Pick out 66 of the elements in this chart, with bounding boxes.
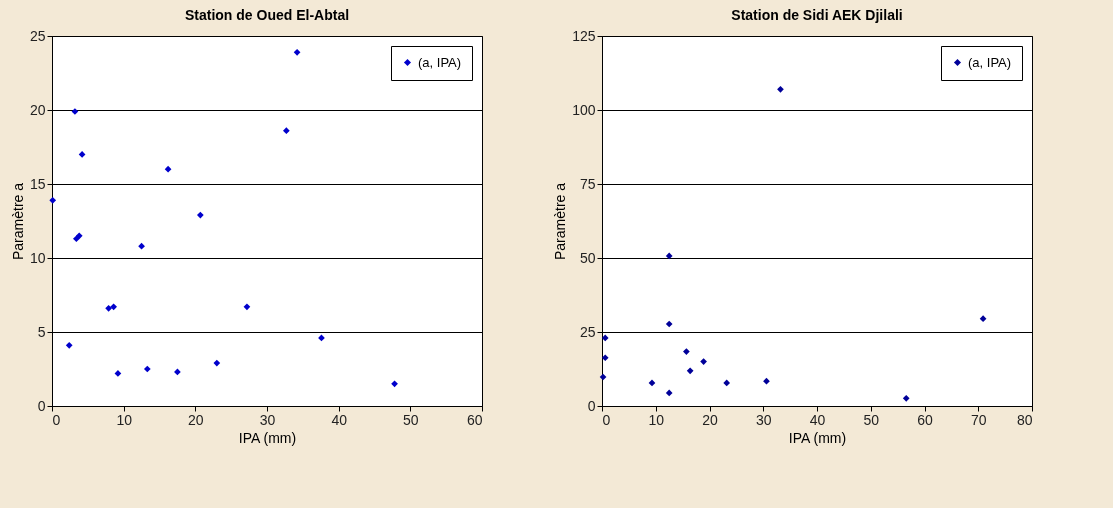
x-tick-label: 10 bbox=[116, 411, 133, 428]
x-tick-label: 50 bbox=[863, 411, 880, 428]
y-tick-label: 100 bbox=[572, 101, 596, 118]
x-tick-label: 40 bbox=[809, 411, 826, 428]
y-tick-label: 0 bbox=[587, 397, 596, 414]
point bbox=[601, 354, 609, 362]
x-tick-label: 60 bbox=[917, 411, 933, 428]
y-tick-label: 10 bbox=[29, 249, 46, 266]
y-axis-title: Paramètre a bbox=[552, 182, 569, 261]
point bbox=[78, 151, 86, 158]
point bbox=[777, 85, 784, 93]
point bbox=[75, 232, 83, 240]
legend-label: (a, IPA) bbox=[418, 54, 462, 70]
x-tick-label: 70 bbox=[970, 411, 987, 428]
point bbox=[665, 252, 673, 260]
y-tick-label: 25 bbox=[579, 323, 596, 340]
point bbox=[243, 303, 251, 311]
x-axis-title: IPA (mm) bbox=[788, 429, 847, 446]
point bbox=[683, 348, 690, 355]
y-axis-title: Paramètre a bbox=[9, 182, 26, 261]
legend-label: (a, IPA) bbox=[968, 54, 1012, 70]
y-tick-label: 50 bbox=[579, 249, 596, 266]
point bbox=[293, 48, 301, 56]
y-tick-label: 20 bbox=[29, 101, 46, 118]
x-tick-label: 0 bbox=[52, 411, 61, 428]
point bbox=[65, 341, 73, 349]
point bbox=[164, 165, 172, 173]
point bbox=[110, 303, 117, 311]
x-axis-title: IPA (mm) bbox=[238, 429, 297, 446]
chart-title: Station de Oued El-Abtal bbox=[184, 7, 350, 23]
point bbox=[686, 367, 694, 375]
y-tick-label: 5 bbox=[37, 323, 46, 340]
point bbox=[665, 320, 673, 328]
x-tick-label: 50 bbox=[403, 411, 419, 428]
point bbox=[601, 334, 609, 342]
x-tick-label: 30 bbox=[755, 411, 772, 428]
y-tick-label: 15 bbox=[29, 175, 46, 192]
point bbox=[700, 358, 707, 365]
point bbox=[213, 359, 221, 367]
x-tick-label: 20 bbox=[188, 411, 204, 428]
point bbox=[723, 379, 731, 387]
chart-title: Station de Sidi AEK Djilali bbox=[731, 7, 903, 23]
point bbox=[599, 373, 607, 381]
x-tick-label: 10 bbox=[648, 411, 665, 428]
x-tick-label: 80 bbox=[1016, 411, 1033, 428]
y-tick-label: 75 bbox=[579, 175, 596, 192]
point bbox=[138, 242, 145, 250]
point bbox=[763, 377, 770, 385]
x-tick-label: 30 bbox=[259, 411, 276, 428]
x-tick-label: 40 bbox=[331, 411, 348, 428]
point bbox=[49, 196, 57, 204]
y-tick-label: 0 bbox=[37, 397, 46, 414]
point bbox=[143, 365, 151, 373]
point bbox=[979, 315, 987, 323]
point bbox=[665, 389, 673, 397]
point bbox=[648, 379, 656, 387]
y-tick-label: 125 bbox=[572, 27, 596, 44]
point bbox=[105, 304, 112, 312]
x-tick-label: 60 bbox=[466, 411, 483, 428]
point bbox=[283, 127, 290, 135]
x-tick-label: 20 bbox=[702, 411, 718, 428]
point bbox=[902, 394, 910, 402]
x-tick-label: 0 bbox=[602, 411, 611, 428]
y-tick-label: 25 bbox=[29, 27, 46, 44]
point bbox=[391, 380, 398, 388]
point bbox=[197, 211, 204, 219]
